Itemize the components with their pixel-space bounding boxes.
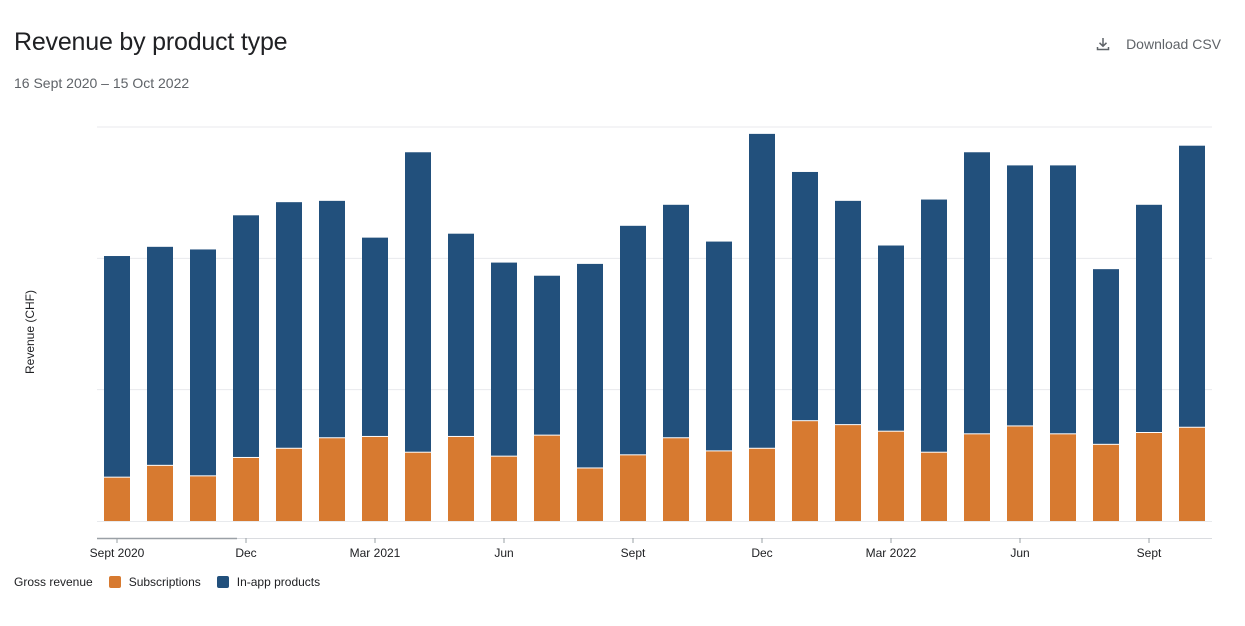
- x-tick-label: Dec: [235, 546, 256, 560]
- x-tick-label: Mar 2021: [350, 546, 401, 560]
- date-range: 16 Sept 2020 – 15 Oct 2022: [14, 75, 190, 91]
- bar-in-app-products[interactable]: [835, 200, 861, 425]
- bar-in-app-products[interactable]: [276, 202, 302, 448]
- bar-in-app-products[interactable]: [448, 233, 474, 436]
- x-tick-label: Sept: [621, 546, 646, 560]
- bar-in-app-products[interactable]: [405, 152, 431, 452]
- gridlines: [97, 126, 1212, 522]
- bar-subscriptions[interactable]: [921, 452, 947, 521]
- bar-in-app-products[interactable]: [319, 200, 345, 438]
- bar-in-app-products[interactable]: [749, 133, 775, 448]
- legend-swatch-in-app-products: [216, 576, 229, 588]
- bar-in-app-products[interactable]: [147, 246, 173, 465]
- bar-subscriptions[interactable]: [1093, 444, 1119, 521]
- bar-in-app-products[interactable]: [491, 262, 517, 456]
- legend-item-in-app-products[interactable]: In-app products: [216, 575, 321, 589]
- bar-in-app-products[interactable]: [534, 275, 560, 435]
- bar-subscriptions[interactable]: [663, 438, 689, 521]
- x-tick-label: Jun: [1010, 546, 1029, 560]
- bar-subscriptions[interactable]: [577, 468, 603, 521]
- legend-item-subscriptions[interactable]: Subscriptions: [108, 575, 201, 589]
- bar-subscriptions[interactable]: [1179, 427, 1205, 521]
- bar-subscriptions[interactable]: [491, 456, 517, 521]
- bar-subscriptions[interactable]: [835, 425, 861, 521]
- bar-subscriptions[interactable]: [448, 436, 474, 521]
- bar-in-app-products[interactable]: [1179, 145, 1205, 427]
- bar-in-app-products[interactable]: [190, 249, 216, 476]
- bar-subscriptions[interactable]: [233, 457, 259, 521]
- bar-in-app-products[interactable]: [104, 256, 130, 477]
- bar-subscriptions[interactable]: [749, 448, 775, 521]
- legend-title: Gross revenue: [14, 575, 93, 589]
- bar-subscriptions[interactable]: [319, 438, 345, 521]
- bar-in-app-products[interactable]: [577, 263, 603, 468]
- bar-subscriptions[interactable]: [1136, 433, 1162, 521]
- bar-in-app-products[interactable]: [921, 199, 947, 452]
- x-axis: Sept 2020 Dec Mar 2021 Jun Sept Dec Mar 2022 Ju…: [90, 537, 1212, 560]
- bar-in-app-products[interactable]: [792, 171, 818, 421]
- bar-subscriptions[interactable]: [190, 476, 216, 521]
- bar-subscriptions[interactable]: [1050, 434, 1076, 521]
- page-title: Revenue by product type: [14, 28, 288, 56]
- bar-subscriptions[interactable]: [620, 455, 646, 521]
- bar-in-app-products[interactable]: [1050, 165, 1076, 434]
- bar-in-app-products[interactable]: [1093, 269, 1119, 444]
- download-csv-button[interactable]: Download CSV: [1096, 36, 1221, 52]
- bar-subscriptions[interactable]: [792, 421, 818, 521]
- bar-subscriptions[interactable]: [878, 431, 904, 521]
- bar-subscriptions[interactable]: [104, 477, 130, 521]
- y-axis-label: Revenue (CHF): [23, 290, 37, 374]
- bar-in-app-products[interactable]: [1136, 204, 1162, 433]
- x-tick-label: Jun: [494, 546, 513, 560]
- bar-subscriptions[interactable]: [1007, 426, 1033, 521]
- download-label: Download CSV: [1126, 36, 1221, 52]
- legend: Gross revenue Subscriptions In-app produ…: [14, 575, 336, 589]
- download-icon: [1096, 37, 1110, 51]
- bar-in-app-products[interactable]: [233, 215, 259, 457]
- bars: [104, 133, 1205, 521]
- bar-subscriptions[interactable]: [706, 451, 732, 521]
- bar-in-app-products[interactable]: [878, 245, 904, 431]
- x-tick-label: Mar 2022: [866, 546, 917, 560]
- bar-subscriptions[interactable]: [405, 452, 431, 521]
- bar-subscriptions[interactable]: [147, 465, 173, 521]
- bar-subscriptions[interactable]: [362, 436, 388, 521]
- bar-in-app-products[interactable]: [1007, 165, 1033, 426]
- bar-in-app-products[interactable]: [362, 237, 388, 436]
- bar-in-app-products[interactable]: [706, 241, 732, 451]
- bar-in-app-products[interactable]: [964, 152, 990, 434]
- bar-subscriptions[interactable]: [534, 435, 560, 521]
- legend-label-subscriptions: Subscriptions: [128, 575, 201, 589]
- x-tick-label: Sept: [1137, 546, 1162, 560]
- bar-in-app-products[interactable]: [663, 204, 689, 438]
- bar-subscriptions[interactable]: [964, 434, 990, 521]
- legend-swatch-subscriptions: [108, 576, 121, 588]
- bar-subscriptions[interactable]: [276, 448, 302, 521]
- x-tick-label: Sept 2020: [90, 546, 145, 560]
- x-tick-label: Dec: [751, 546, 772, 560]
- bar-in-app-products[interactable]: [620, 225, 646, 455]
- legend-label-in-app-products: In-app products: [236, 575, 321, 589]
